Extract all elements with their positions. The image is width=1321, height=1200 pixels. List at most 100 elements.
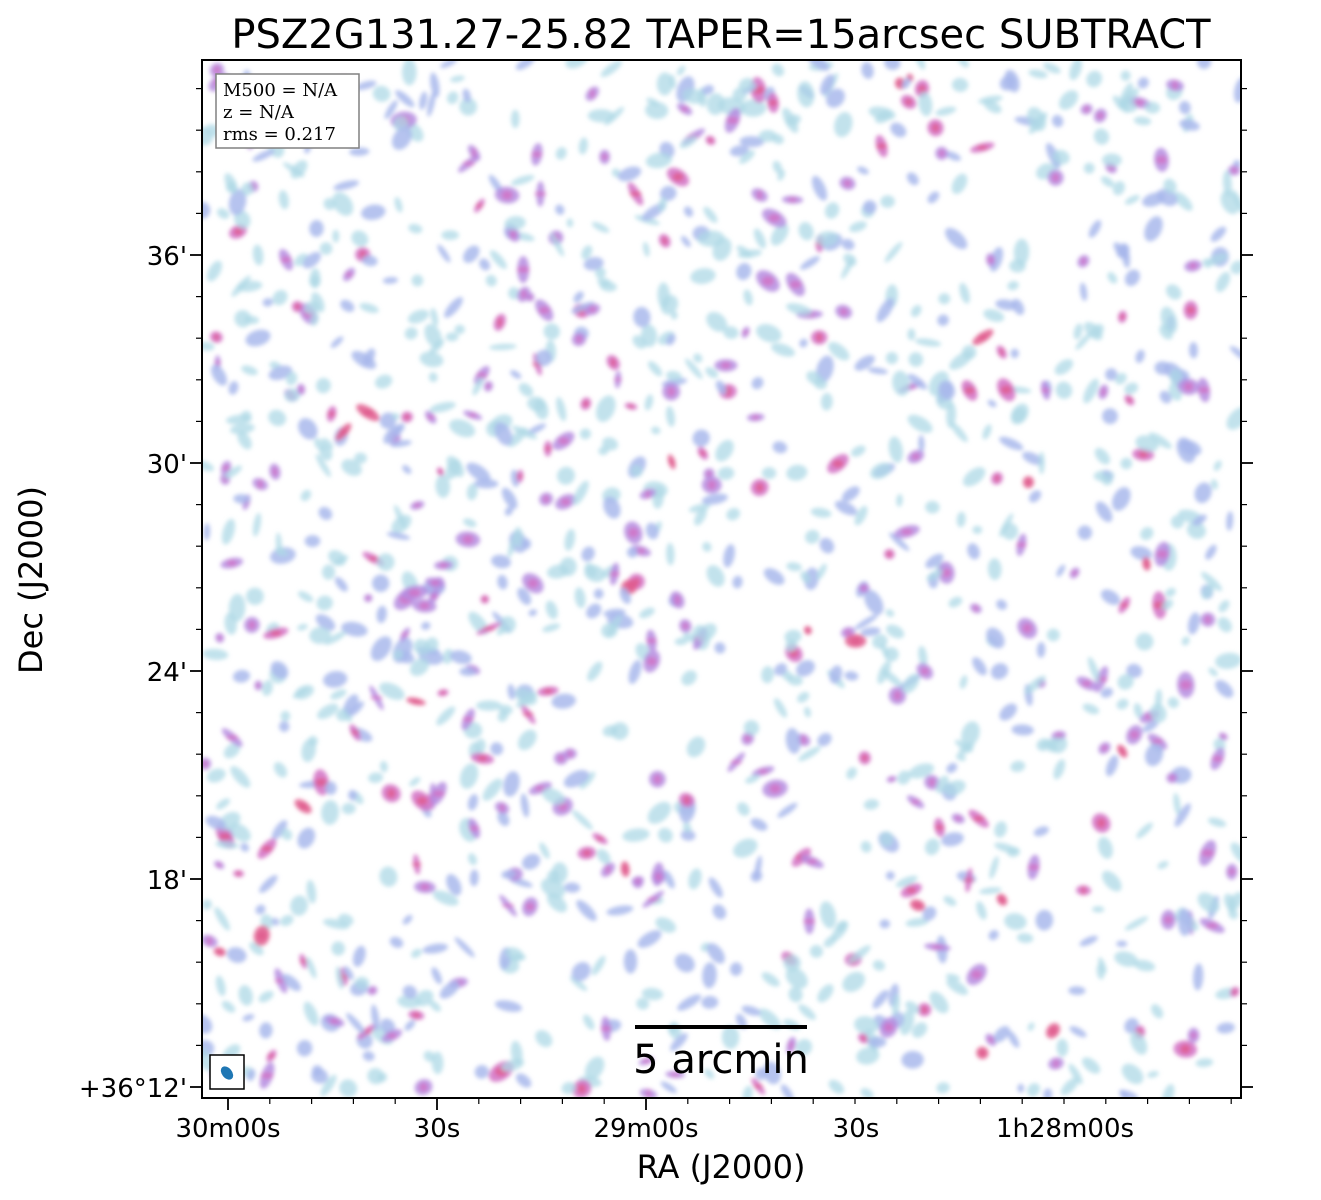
emission-blob (943, 895, 957, 907)
emission-blob (409, 777, 421, 787)
emission-blob (918, 435, 925, 453)
emission-peak (756, 190, 763, 200)
emission-blob (1188, 342, 1199, 359)
emission-blob (497, 811, 510, 827)
emission-blob (1207, 817, 1227, 828)
emission-blob (1144, 743, 1164, 767)
emission-blob (501, 487, 518, 509)
emission-peak (560, 498, 571, 506)
emission-blob (1102, 870, 1122, 892)
emission-peak (482, 596, 487, 602)
emission-blob (1230, 842, 1241, 864)
emission-blob (1165, 587, 1176, 598)
emission-blob (1142, 720, 1159, 733)
emission-blob (1079, 935, 1098, 947)
emission-blob (280, 710, 291, 722)
emission-blob (323, 918, 350, 930)
emission-blob (355, 80, 377, 91)
emission-blob (804, 567, 819, 591)
emission-peak (744, 735, 751, 742)
emission-blob (922, 906, 937, 921)
emission-peak (214, 361, 221, 365)
emission-blob (628, 659, 642, 685)
emission-peak (558, 437, 570, 445)
emission-peak (502, 903, 515, 908)
emission-blob (374, 374, 393, 389)
emission-peak (202, 760, 208, 768)
emission-blob (739, 150, 755, 164)
emission-peak (222, 465, 230, 471)
emission-blob (217, 208, 230, 219)
emission-peak (682, 622, 689, 630)
emission-blob (820, 74, 835, 95)
emission-peak (1206, 922, 1219, 929)
emission-blob (533, 398, 549, 420)
emission-blob (1111, 486, 1131, 511)
emission-peak (893, 690, 902, 701)
emission-blob (341, 459, 362, 476)
emission-blob (862, 200, 877, 214)
emission-peak (440, 690, 446, 695)
emission-blob (306, 879, 317, 904)
emission-blob (1082, 1057, 1101, 1074)
emission-blob (555, 204, 565, 215)
emission-blob (226, 947, 247, 963)
emission-peak (800, 735, 806, 745)
emission-blob (598, 445, 609, 456)
emission-peak (1183, 382, 1194, 392)
emission-blob (359, 303, 379, 313)
emission-blob (896, 494, 903, 507)
emission-peak (543, 688, 553, 694)
emission-blob (361, 255, 378, 267)
emission-blob (320, 1074, 337, 1097)
emission-peak (707, 480, 717, 490)
emission-blob (783, 954, 801, 972)
emission-blob (1093, 128, 1110, 145)
emission-blob (733, 838, 758, 858)
emission-blob (303, 1001, 319, 1026)
emission-blob (304, 535, 321, 548)
emission-blob (951, 77, 969, 92)
emission-blob (348, 789, 358, 801)
emission-blob (285, 371, 298, 386)
emission-blob (596, 849, 611, 865)
emission-peak (534, 191, 547, 197)
emission-peak (1204, 615, 1212, 624)
emission-blob (370, 636, 392, 662)
y-tick-label: 30' (147, 450, 187, 480)
emission-peak (345, 272, 353, 277)
emission-blob (884, 241, 903, 263)
emission-blob (252, 244, 264, 266)
emission-blob (955, 753, 966, 762)
emission-blob (702, 542, 712, 552)
emission-peak (668, 460, 676, 464)
emission-blob (849, 221, 867, 233)
emission-blob (354, 976, 370, 990)
emission-blob (1124, 382, 1139, 395)
emission-blob (371, 1004, 380, 1031)
emission-blob (258, 990, 274, 1003)
y-tick-label: 24' (147, 658, 187, 688)
emission-blob (297, 623, 308, 631)
emission-peak (921, 1006, 928, 1014)
emission-peak (499, 803, 505, 812)
emission-blob (507, 427, 528, 448)
emission-blob (298, 418, 318, 440)
plot-frame (201, 59, 1242, 1099)
emission-peak (1120, 602, 1129, 608)
emission-blob (271, 820, 288, 840)
emission-peak (226, 735, 239, 740)
emission-peak (787, 197, 798, 202)
emission-peak (216, 862, 222, 867)
emission-blob (494, 1000, 523, 1012)
emission-blob (1147, 1071, 1159, 1078)
emission-blob (948, 596, 963, 608)
emission-blob (341, 802, 356, 815)
emission-blob (551, 693, 576, 709)
emission-blob (983, 99, 1002, 114)
emission-blob (721, 1025, 740, 1049)
emission-blob (281, 828, 293, 841)
emission-peak (268, 1053, 275, 1058)
emission-peak (601, 153, 608, 160)
emission-blob (925, 500, 940, 514)
